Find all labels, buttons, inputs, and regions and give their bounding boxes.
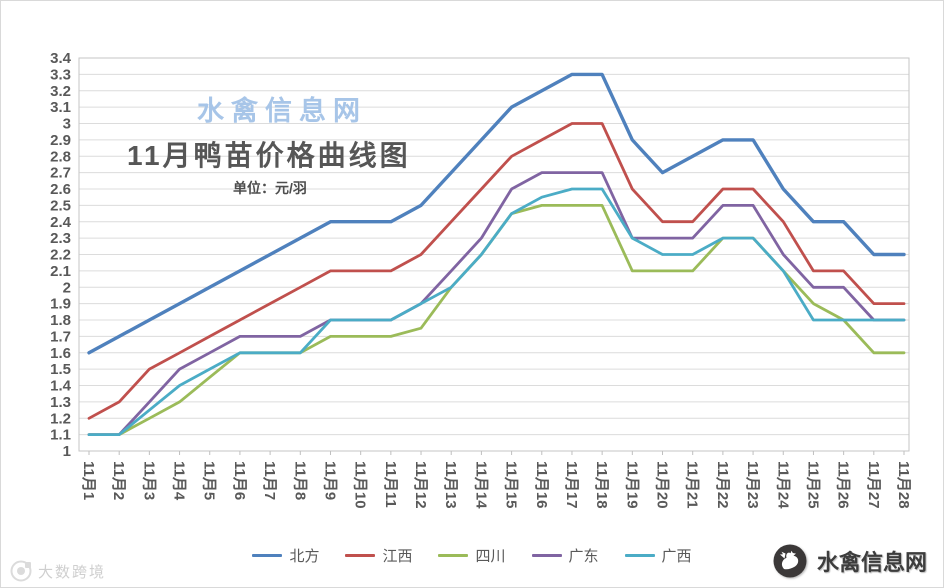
x-tick-label: 11月15 bbox=[503, 461, 520, 509]
y-tick-label: 3 bbox=[63, 116, 71, 133]
x-tick-label: 11月12 bbox=[412, 461, 429, 509]
y-tick-label: 3.2 bbox=[50, 83, 71, 100]
legend-item-江西: 江西 bbox=[345, 545, 412, 566]
y-tick-label: 1.9 bbox=[50, 296, 71, 313]
seal-icon bbox=[10, 560, 32, 582]
y-tick-label: 2.3 bbox=[50, 230, 71, 247]
rooster-icon bbox=[773, 544, 807, 578]
legend-item-四川: 四川 bbox=[438, 545, 506, 566]
x-tick-label: 11月27 bbox=[865, 461, 882, 509]
legend-swatch bbox=[438, 554, 469, 557]
series-line-广东 bbox=[87, 171, 906, 437]
legend-item-广西: 广西 bbox=[624, 545, 692, 566]
legend: 北方 江西 四川 广东 广西 bbox=[1, 545, 943, 566]
legend-label: 广东 bbox=[568, 548, 599, 565]
legend-label: 四川 bbox=[475, 548, 506, 565]
y-tick-label: 3.4 bbox=[50, 50, 72, 67]
legend-swatch bbox=[252, 554, 283, 557]
legend-swatch bbox=[531, 554, 562, 557]
y-tick-label: 1.5 bbox=[50, 361, 71, 378]
series-line-北方 bbox=[87, 72, 906, 355]
corner-watermark: 大数跨境 bbox=[9, 559, 106, 583]
y-tick-label: 2.2 bbox=[50, 247, 71, 264]
x-tick-label: 11月10 bbox=[352, 461, 369, 509]
x-tick-label: 11月28 bbox=[895, 461, 912, 509]
legend-item-广东: 广东 bbox=[531, 545, 599, 566]
y-tick-label: 3.3 bbox=[50, 66, 71, 83]
x-tick-label: 11月17 bbox=[563, 461, 580, 509]
x-tick-label: 11月2 bbox=[110, 461, 127, 500]
y-tick-label: 1.2 bbox=[50, 410, 71, 427]
series-line-广西 bbox=[87, 187, 906, 437]
corner-watermark-text: 大数跨境 bbox=[38, 563, 107, 581]
x-tick-label: 11月26 bbox=[835, 461, 852, 509]
x-tick-label: 11月5 bbox=[201, 461, 218, 500]
x-tick-label: 11月11 bbox=[382, 461, 399, 508]
x-tick-label: 11月19 bbox=[623, 461, 640, 509]
legend-label: 江西 bbox=[382, 548, 413, 565]
legend-label: 北方 bbox=[289, 548, 320, 565]
x-tick-label: 11月20 bbox=[654, 461, 671, 509]
x-tick-label: 11月3 bbox=[140, 461, 157, 500]
x-tick-label: 11月22 bbox=[714, 461, 731, 509]
y-tick-label: 2.6 bbox=[50, 181, 71, 198]
legend-swatch bbox=[345, 554, 376, 557]
x-tick-label: 11月4 bbox=[171, 461, 188, 501]
y-tick-label: 2.9 bbox=[50, 132, 71, 149]
x-tick-label: 11月18 bbox=[593, 461, 610, 509]
y-tick-label: 1.6 bbox=[50, 345, 71, 362]
y-tick-label: 1.7 bbox=[50, 328, 71, 345]
x-tick-label: 11月24 bbox=[774, 461, 791, 509]
brand-name: 水禽信息网 bbox=[816, 550, 927, 575]
x-tick-label: 11月1 bbox=[80, 461, 97, 500]
x-tick-label: 11月23 bbox=[744, 461, 761, 509]
series-line-江西 bbox=[87, 122, 906, 420]
x-tick-label: 11月16 bbox=[533, 461, 550, 509]
y-tick-label: 2.8 bbox=[50, 148, 71, 165]
y-tick-label: 1.3 bbox=[50, 394, 71, 411]
y-tick-label: 2.5 bbox=[50, 197, 71, 214]
x-tick-label: 11月9 bbox=[321, 461, 338, 500]
y-tick-label: 1.8 bbox=[50, 312, 71, 329]
y-tick-label: 3.1 bbox=[50, 99, 71, 116]
y-tick-label: 2 bbox=[63, 279, 71, 296]
x-tick-label: 11月8 bbox=[291, 461, 308, 500]
plot-border bbox=[78, 57, 910, 452]
y-tick-label: 2.1 bbox=[50, 263, 71, 280]
legend-item-北方: 北方 bbox=[252, 545, 319, 566]
x-tick-label: 11月25 bbox=[804, 461, 821, 509]
y-tick-label: 1 bbox=[63, 443, 71, 460]
brand-logo: 水禽信息网 bbox=[772, 543, 927, 579]
x-tick-label: 11月7 bbox=[261, 461, 278, 500]
y-tick-label: 2.7 bbox=[50, 165, 71, 182]
x-tick-label: 11月13 bbox=[442, 461, 459, 509]
x-tick-label: 11月14 bbox=[472, 461, 489, 509]
x-tick-label: 11月21 bbox=[684, 461, 701, 509]
y-tick-label: 2.4 bbox=[50, 214, 72, 231]
legend-label: 广西 bbox=[661, 548, 692, 565]
legend-swatch bbox=[624, 554, 655, 557]
y-tick-label: 1.4 bbox=[50, 378, 72, 395]
y-tick-label: 1.1 bbox=[50, 427, 71, 444]
x-tick-label: 11月6 bbox=[231, 461, 248, 500]
